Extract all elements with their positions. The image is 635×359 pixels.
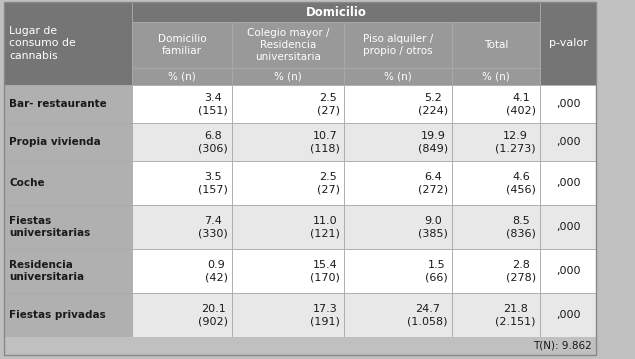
Text: 19.9
(849): 19.9 (849) [418,131,448,153]
Bar [540,161,596,205]
Text: 24.7
(1.058): 24.7 (1.058) [408,304,448,326]
Bar [232,249,344,293]
Text: Domicilio
familiar: Domicilio familiar [157,34,206,56]
Text: Coche: Coche [9,178,44,188]
Bar [452,205,540,249]
Bar [132,293,232,337]
Text: 2.5
(27): 2.5 (27) [317,93,340,115]
Text: p-valor: p-valor [549,38,587,48]
Bar [540,293,596,337]
Bar [540,2,596,85]
Text: 2.5
(27): 2.5 (27) [317,172,340,194]
Bar [232,293,344,337]
Text: 11.0
(121): 11.0 (121) [310,216,340,238]
Text: 6.4
(272): 6.4 (272) [418,172,448,194]
Text: 0.9
(42): 0.9 (42) [205,260,228,282]
Bar [452,293,540,337]
Text: 1.5
(66): 1.5 (66) [425,260,448,282]
Text: % (n): % (n) [168,71,196,81]
Bar [132,205,232,249]
Text: Colegio mayor /
Residencia
universitaria: Colegio mayor / Residencia universitaria [247,28,330,62]
Text: 7.4
(330): 7.4 (330) [198,216,228,238]
Text: ,000: ,000 [556,222,580,232]
Text: 9.0
(385): 9.0 (385) [418,216,448,238]
Bar [4,85,132,123]
Bar [540,205,596,249]
Text: ,000: ,000 [556,266,580,276]
Bar [452,161,540,205]
Bar [232,161,344,205]
Bar [4,2,132,85]
Bar [232,85,344,123]
Text: % (n): % (n) [274,71,302,81]
Bar [132,161,232,205]
Text: Piso alquiler /
propio / otros: Piso alquiler / propio / otros [363,34,433,56]
Text: Fiestas
universitarias: Fiestas universitarias [9,216,90,238]
Bar [344,22,452,68]
Bar [4,337,596,355]
Text: Total: Total [484,40,508,50]
Bar [4,249,132,293]
Text: 21.8
(2.151): 21.8 (2.151) [495,304,536,326]
Bar [344,85,452,123]
Text: 12.9
(1.273): 12.9 (1.273) [495,131,536,153]
Bar [132,68,232,85]
Text: Bar- restaurante: Bar- restaurante [9,99,107,109]
Bar [132,123,232,161]
Text: 6.8
(306): 6.8 (306) [198,131,228,153]
Text: T(N): 9.862: T(N): 9.862 [533,341,592,351]
Bar [132,85,232,123]
Bar [344,293,452,337]
Bar [232,22,344,68]
Bar [540,85,596,123]
Text: 17.3
(191): 17.3 (191) [310,304,340,326]
Text: 10.7
(118): 10.7 (118) [310,131,340,153]
Text: Residencia
universitaria: Residencia universitaria [9,260,84,282]
Bar [4,293,132,337]
Text: 4.1
(402): 4.1 (402) [506,93,536,115]
Bar [132,2,540,22]
Text: ,000: ,000 [556,310,580,320]
Text: 20.1
(902): 20.1 (902) [198,304,228,326]
Bar [452,85,540,123]
Bar [344,205,452,249]
Text: % (n): % (n) [384,71,412,81]
Text: Lugar de
consumo de
cannabis: Lugar de consumo de cannabis [9,26,76,61]
Bar [232,123,344,161]
Bar [344,249,452,293]
Text: 8.5
(836): 8.5 (836) [506,216,536,238]
Text: 5.2
(224): 5.2 (224) [418,93,448,115]
Text: Domicilio: Domicilio [305,5,366,19]
Bar [132,22,232,68]
Bar [452,68,540,85]
Bar [344,68,452,85]
Bar [452,249,540,293]
Bar [540,123,596,161]
Text: % (n): % (n) [482,71,510,81]
Text: 4.6
(456): 4.6 (456) [506,172,536,194]
Bar [344,161,452,205]
Bar [4,161,132,205]
Text: 2.8
(278): 2.8 (278) [506,260,536,282]
Text: 3.5
(157): 3.5 (157) [198,172,228,194]
Bar [452,123,540,161]
Text: ,000: ,000 [556,137,580,147]
Bar [232,205,344,249]
Text: Propia vivienda: Propia vivienda [9,137,101,147]
Text: 15.4
(170): 15.4 (170) [310,260,340,282]
Bar [540,249,596,293]
Bar [452,22,540,68]
Bar [132,249,232,293]
Bar [4,123,132,161]
Text: ,000: ,000 [556,99,580,109]
Text: Fiestas privadas: Fiestas privadas [9,310,106,320]
Bar [4,205,132,249]
Text: ,000: ,000 [556,178,580,188]
Bar [344,123,452,161]
Bar [232,68,344,85]
Text: 3.4
(151): 3.4 (151) [198,93,228,115]
